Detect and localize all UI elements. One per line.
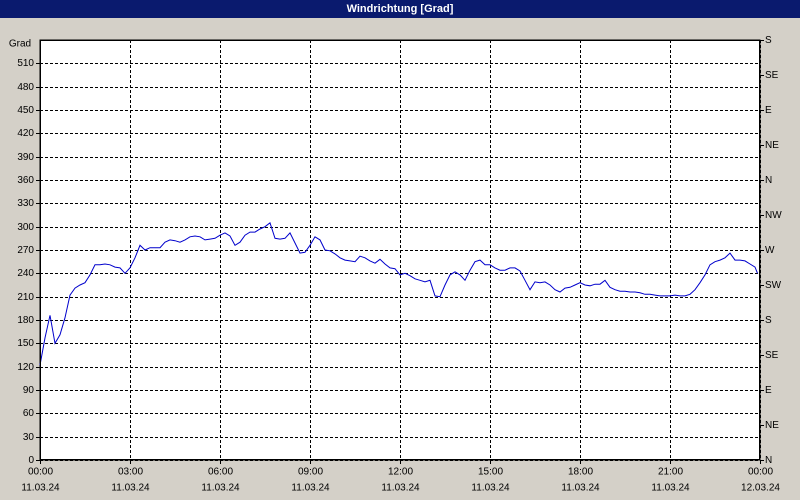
x-tick-date: 11.03.24	[21, 483, 60, 494]
y-tick-label: 300	[17, 222, 34, 233]
y2-tick-label: W	[765, 245, 775, 256]
y-tick-label: 330	[17, 198, 34, 209]
y2-tick-label: S	[765, 35, 772, 46]
plot: 0 30 60 90 120 150 180 210 240 270 300 330 360 390 420…	[17, 35, 782, 494]
plot-border	[40, 40, 760, 460]
x-tick-label: 12:00	[388, 467, 413, 478]
y-tick-label: 240	[17, 268, 34, 279]
x-tick-label: 21:00	[658, 467, 683, 478]
x-tick-date: 11.03.24	[651, 483, 690, 494]
y-tick-label: 60	[23, 408, 35, 419]
y2-tick-label: E	[765, 385, 772, 396]
x-tick-date: 11.03.24	[111, 483, 150, 494]
window-title: Windrichtung [Grad]	[347, 3, 454, 15]
y-tick-label: 390	[17, 152, 34, 163]
x-tick-date: 11.03.24	[381, 483, 420, 494]
x-tick-label: 03:00	[118, 467, 143, 478]
y2-tick-label: N	[765, 455, 772, 466]
y2-tick-label: SW	[765, 280, 782, 291]
x-tick-label: 18:00	[568, 467, 593, 478]
y2-tick-label: NE	[765, 420, 779, 431]
x-tick-label: 00:00	[748, 467, 773, 478]
y-tick-label: 510	[17, 58, 34, 69]
y2-tick-label: N	[765, 175, 772, 186]
y2-tick-label: E	[765, 105, 772, 116]
y-tick-label: 30	[23, 432, 35, 443]
x-tick-label: 15:00	[478, 467, 503, 478]
y-tick-label: 90	[23, 385, 35, 396]
y-tick-label: 210	[17, 292, 34, 303]
y2-tick-label: NW	[765, 210, 782, 221]
x-tick-date: 11.03.24	[561, 483, 600, 494]
x-tick-label: 09:00	[298, 467, 323, 478]
y-tick-label: 420	[17, 128, 34, 139]
y-tick-label: 450	[17, 105, 34, 116]
x-tick-label: 00:00	[28, 467, 53, 478]
y2-tick-label: NE	[765, 140, 779, 151]
x-tick-date: 11.03.24	[291, 483, 330, 494]
y-axis-label: Grad	[9, 39, 31, 50]
y-tick-label: 180	[17, 315, 34, 326]
x-tick-date: 12.03.24	[741, 483, 780, 494]
y-tick-label: 120	[17, 362, 34, 373]
y-tick-label: 150	[17, 338, 34, 349]
x-tick-date: 11.03.24	[471, 483, 510, 494]
title-bar	[0, 0, 800, 18]
x-tick-date: 11.03.24	[201, 483, 240, 494]
data-line	[39, 221, 758, 366]
y-tick-label: 0	[28, 455, 34, 466]
y2-tick-label: SE	[765, 350, 779, 361]
y-tick-label: 270	[17, 245, 34, 256]
y-tick-label: 480	[17, 82, 34, 93]
y2-tick-label: SE	[765, 70, 779, 81]
y2-tick-label: S	[765, 315, 772, 326]
x-tick-label: 06:00	[208, 467, 233, 478]
y-tick-label: 360	[17, 175, 34, 186]
